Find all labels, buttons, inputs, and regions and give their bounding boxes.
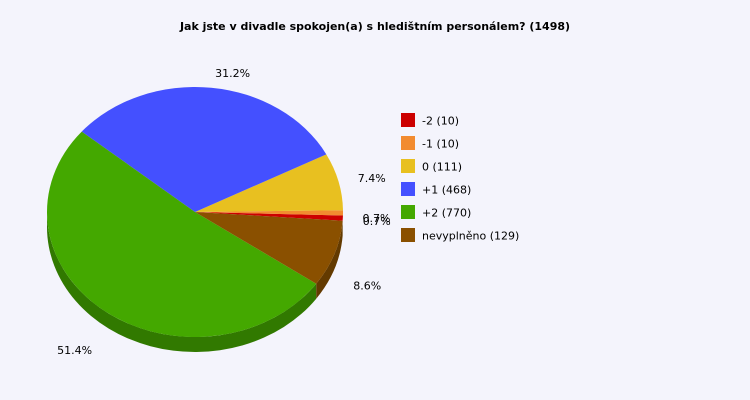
legend-swatch-1 [401,136,415,150]
pie-slice-0 [195,212,343,221]
pie-slice-3 [81,86,327,212]
pie-label-1: 0.7% [363,215,391,228]
legend-swatch-0 [401,113,415,127]
pie-slice-1 [195,210,343,216]
legend-label-4: +2 (770) [422,207,471,220]
legend-swatch-5 [401,228,415,242]
legend-label-0: -2 (10) [422,115,459,128]
pie-label-4: 51.4% [57,344,92,357]
pie-label-3: 31.2% [215,67,250,80]
pie-labels: 0.7%0.7%7.4%31.2%51.4%8.6% [57,67,391,357]
pie-slice-5 [195,212,343,284]
pie-label-2: 7.4% [358,172,386,185]
legend-label-3: +1 (468) [422,184,471,197]
pie-label-0: 0.7% [363,212,391,225]
legend: -2 (10) -1 (10) 0 (111) +1 (468) +2 (770) nev… [401,113,519,243]
legend-label-2: 0 (111) [422,161,462,174]
pie-side-5 [316,220,343,299]
legend-swatch-4 [401,205,415,219]
legend-swatch-2 [401,159,415,173]
pie-depth [47,212,343,352]
pie-side-4 [47,212,317,352]
legend-label-1: -1 (10) [422,138,459,151]
pie-slice-2 [195,154,343,212]
legend-swatch-3 [401,182,415,196]
pie-label-5: 8.6% [353,280,381,293]
legend-label-5: nevyplněno (129) [422,230,519,243]
chart-title: Jak jste v divadle spokojen(a) s hledišt… [179,20,571,33]
pie-slices [46,86,343,338]
pie-slice-4 [46,131,317,338]
